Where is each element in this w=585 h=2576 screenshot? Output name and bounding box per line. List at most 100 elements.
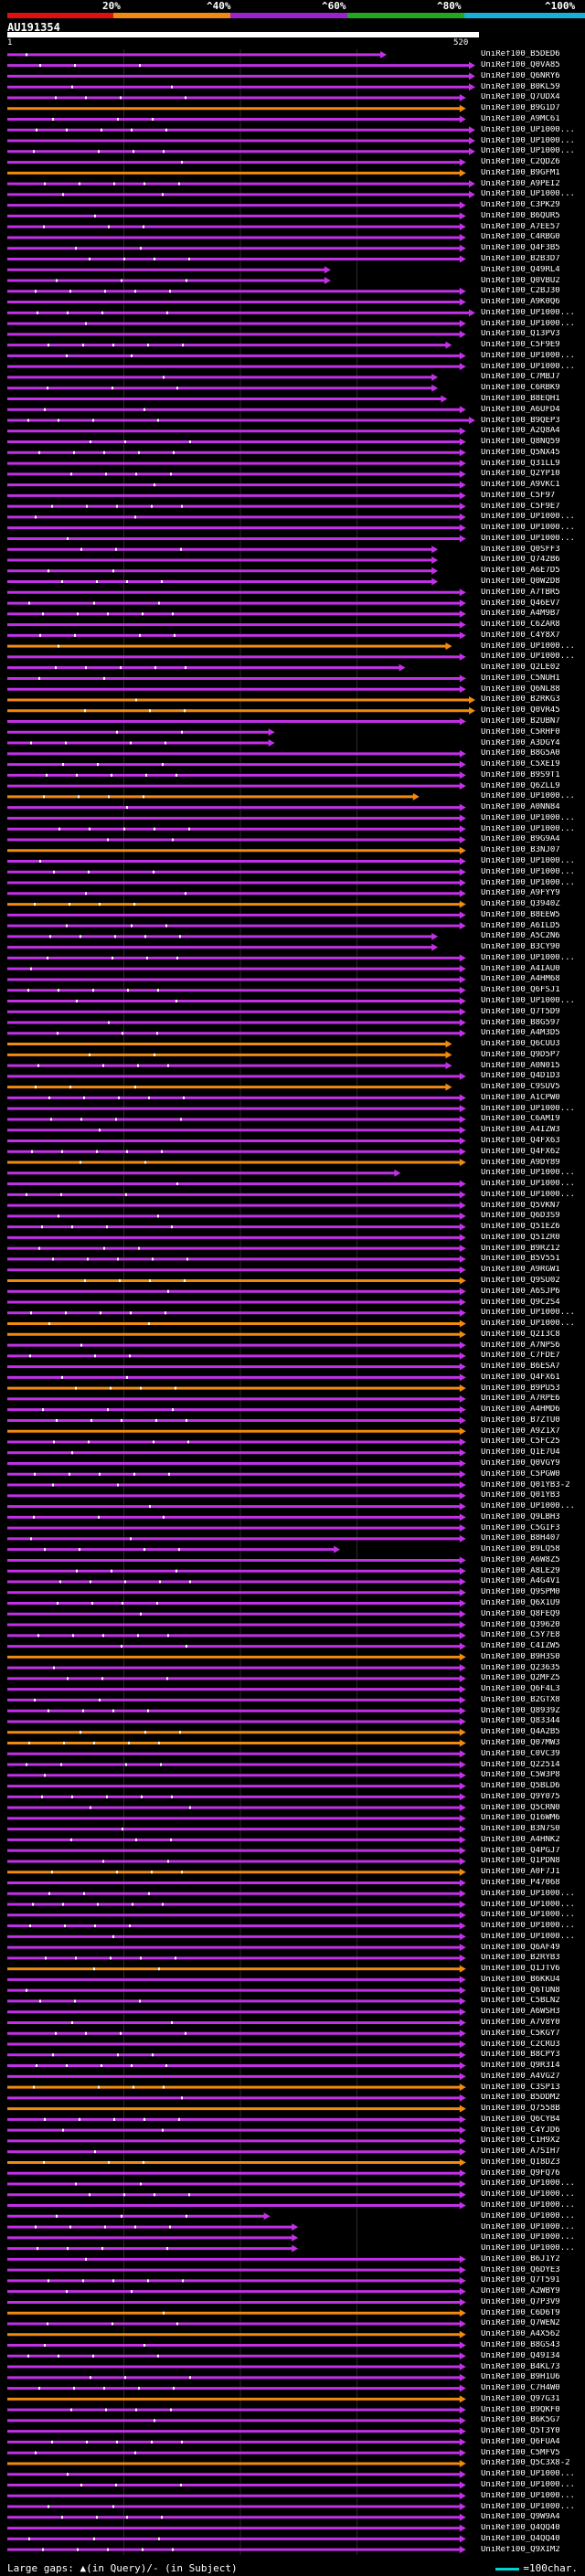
hit-label[interactable]: UniRef100_B9G1D7 [481, 104, 560, 113]
hit-track[interactable] [7, 363, 466, 371]
hit-track[interactable] [7, 2244, 299, 2253]
hit-track[interactable] [7, 1556, 466, 1564]
hit-label[interactable]: UniRef100_B9QEP3 [481, 416, 560, 425]
hit-label[interactable]: UniRef100_Q51EZ6 [481, 1223, 560, 1232]
hit-label[interactable]: UniRef100_UP1000... [481, 813, 575, 822]
hit-label[interactable]: UniRef100_Q4PGJ7 [481, 1846, 560, 1855]
hit-label[interactable]: UniRef100_UP1000... [481, 652, 575, 662]
hit-track[interactable] [7, 2470, 466, 2478]
hit-label[interactable]: UniRef100_Q9XIM2 [481, 2545, 560, 2554]
hit-track[interactable] [7, 1534, 466, 1542]
hit-label[interactable]: UniRef100_A7EE57 [481, 222, 560, 231]
hit-track[interactable] [7, 460, 466, 468]
hit-track[interactable] [7, 2406, 466, 2414]
hit-label[interactable]: UniRef100_C4RBG0 [481, 233, 560, 242]
hit-label[interactable]: UniRef100_C4YJD6 [481, 2125, 560, 2135]
hit-label[interactable]: UniRef100_A4VG27 [481, 2072, 560, 2081]
hit-label[interactable]: UniRef100_B8CPY3 [481, 2051, 560, 2060]
hit-track[interactable] [7, 1202, 466, 1210]
hit-track[interactable] [7, 1148, 466, 1156]
hit-track[interactable] [7, 599, 466, 608]
hit-label[interactable]: UniRef100_C4Y8X7 [481, 631, 560, 640]
hit-label[interactable]: UniRef100_Q6DYE3 [481, 2265, 560, 2274]
hit-label[interactable]: UniRef100_C2QDZ6 [481, 158, 560, 167]
hit-label[interactable]: UniRef100_A3DGY4 [481, 738, 560, 747]
hit-track[interactable] [7, 1847, 466, 1855]
hit-label[interactable]: UniRef100_Q16WM6 [481, 1814, 560, 1823]
hit-label[interactable]: UniRef100_Q49I34 [481, 2351, 560, 2360]
hit-track[interactable] [7, 2255, 466, 2263]
hit-track[interactable] [7, 1771, 466, 1779]
hit-track[interactable] [7, 868, 466, 876]
hit-label[interactable]: UniRef100_Q4QQ40 [481, 2524, 560, 2533]
hit-track[interactable] [7, 2535, 466, 2543]
hit-label[interactable]: UniRef100_Q5NX45 [481, 448, 560, 457]
hit-track[interactable] [7, 2438, 466, 2446]
hit-label[interactable]: UniRef100_Q13PV3 [481, 330, 560, 339]
hit-label[interactable]: UniRef100_Q7T5D9 [481, 1007, 560, 1016]
hit-track[interactable] [7, 169, 466, 177]
hit-track[interactable] [7, 1664, 466, 1672]
hit-label[interactable]: UniRef100_UP1000... [481, 953, 575, 962]
hit-label[interactable]: UniRef100_C2BJ30 [481, 287, 560, 296]
hit-label[interactable]: UniRef100_UP1000... [481, 1104, 575, 1113]
hit-track[interactable] [7, 2158, 466, 2167]
hit-track[interactable] [7, 1857, 466, 1865]
hit-label[interactable]: UniRef100_Q1JTV6 [481, 1965, 560, 1974]
hit-label[interactable]: UniRef100_B2RYB3 [481, 1954, 560, 1963]
hit-label[interactable]: UniRef100_B4KL73 [481, 2362, 560, 2371]
hit-label[interactable]: UniRef100_UP1000... [481, 1932, 575, 1941]
hit-track[interactable] [7, 2309, 466, 2317]
hit-label[interactable]: UniRef100_Q2LE02 [481, 663, 560, 673]
hit-label[interactable]: UniRef100_C5F9E9 [481, 341, 560, 350]
hit-track[interactable] [7, 2503, 466, 2511]
hit-label[interactable]: UniRef100_B7ZTU0 [481, 1415, 560, 1425]
hit-track[interactable] [7, 115, 466, 123]
hit-track[interactable] [7, 1191, 466, 1199]
hit-label[interactable]: UniRef100_UP1000... [481, 1922, 575, 1931]
hit-track[interactable] [7, 2051, 466, 2059]
hit-label[interactable]: UniRef100_A7NPS6 [481, 1341, 560, 1350]
hit-track[interactable] [7, 997, 466, 1005]
hit-label[interactable]: UniRef100_A4G4V1 [481, 1577, 560, 1586]
hit-label[interactable]: UniRef100_Q9D5P7 [481, 1050, 560, 1059]
hit-track[interactable] [7, 1911, 466, 1919]
hit-track[interactable] [7, 524, 466, 532]
hit-track[interactable] [7, 1083, 452, 1091]
hit-track[interactable] [7, 1019, 466, 1027]
hit-label[interactable]: UniRef100_UP1000... [481, 362, 575, 371]
hit-track[interactable] [7, 1750, 466, 1758]
hit-label[interactable]: UniRef100_B9GFM1 [481, 168, 560, 177]
hit-track[interactable] [7, 2019, 466, 2027]
hit-label[interactable]: UniRef100_UP1000... [481, 1889, 575, 1898]
hit-track[interactable] [7, 2062, 466, 2070]
hit-track[interactable] [7, 438, 466, 446]
hit-track[interactable] [7, 2352, 466, 2360]
hit-track[interactable] [7, 1997, 466, 2005]
hit-track[interactable] [7, 1621, 466, 1629]
hit-track[interactable] [7, 2427, 466, 2435]
hit-label[interactable]: UniRef100_UP1000... [481, 1911, 575, 1920]
hit-track[interactable] [7, 1696, 466, 1704]
hit-label[interactable]: UniRef100_Q4A2B5 [481, 1728, 560, 1737]
hit-label[interactable]: UniRef100_Q9SPM0 [481, 1588, 560, 1597]
hit-track[interactable] [7, 1040, 452, 1048]
hit-label[interactable]: UniRef100_Q51ZR0 [481, 1233, 560, 1242]
hit-track[interactable] [7, 922, 466, 930]
hit-label[interactable]: UniRef100_B5V551 [481, 1255, 560, 1264]
hit-label[interactable]: UniRef100_UP1000... [481, 1502, 575, 1511]
hit-label[interactable]: UniRef100_Q22514 [481, 1760, 560, 1769]
hit-label[interactable]: UniRef100_A6E7D5 [481, 567, 560, 576]
hit-track[interactable] [7, 771, 466, 779]
hit-label[interactable]: UniRef100_A5C2N6 [481, 932, 560, 941]
hit-track[interactable] [7, 1234, 466, 1242]
hit-track[interactable] [7, 2104, 466, 2113]
hit-track[interactable] [7, 1105, 466, 1113]
hit-track[interactable] [7, 1642, 466, 1650]
hit-track[interactable] [7, 2524, 466, 2532]
hit-label[interactable]: UniRef100_A6SJP6 [481, 1287, 560, 1296]
hit-track[interactable] [7, 588, 466, 597]
hit-label[interactable]: UniRef100_C5BLN2 [481, 1997, 560, 2006]
hit-track[interactable] [7, 943, 439, 951]
hit-label[interactable]: UniRef100_C6AMI9 [481, 1115, 560, 1124]
